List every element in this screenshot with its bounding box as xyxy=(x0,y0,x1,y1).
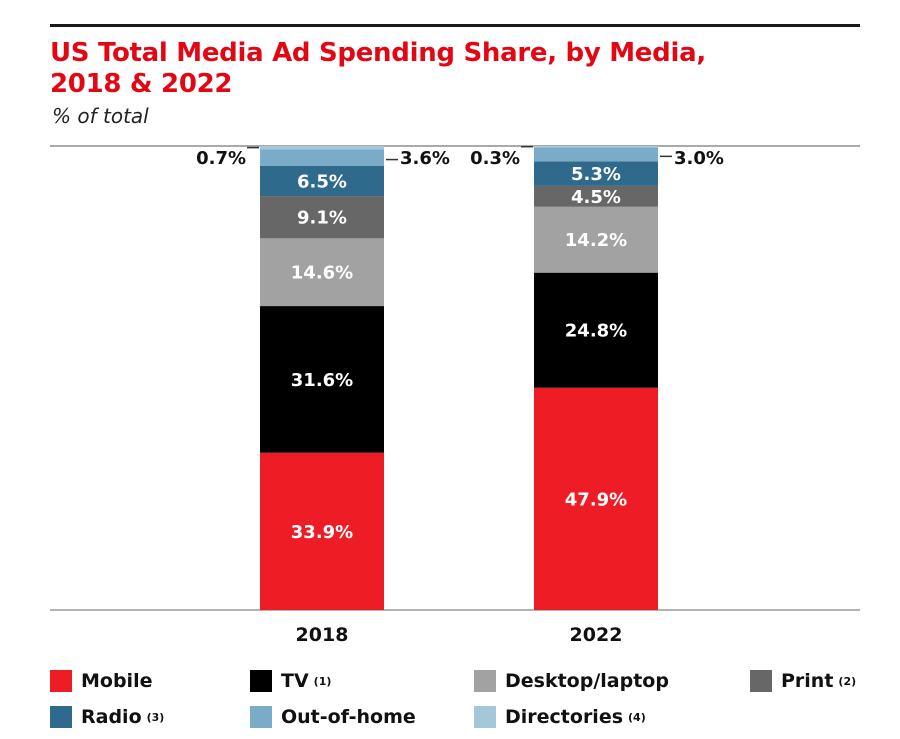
legend-swatch-tv xyxy=(250,670,272,692)
bar-segment-out-of-home-2018 xyxy=(260,149,384,166)
bar-segment-tv-2018 xyxy=(260,306,384,453)
bar-segment-mobile-2018 xyxy=(260,452,384,610)
data-label-radio-2022: 5.3% xyxy=(571,164,621,185)
bar-segment-radio-2018 xyxy=(260,165,384,197)
legend-swatch-mobile xyxy=(50,670,72,692)
legend-swatch-out-of-home xyxy=(250,706,272,728)
legend-item-radio: Radio (3) xyxy=(50,706,250,728)
bar-segment-desktop-laptop-2018 xyxy=(260,238,384,307)
legend-item-print: Print (2) xyxy=(750,670,856,692)
data-label-tv-2018: 31.6% xyxy=(291,370,353,391)
bar-segment-radio-2022 xyxy=(534,161,658,186)
chart-title-line-2: 2018 & 2022 xyxy=(50,69,233,99)
bar-segment-mobile-2022 xyxy=(534,387,658,610)
legend-label-directories: Directories xyxy=(505,706,624,728)
legend-item-out-of-home: Out-of-home xyxy=(250,706,474,728)
legend-label-print: Print xyxy=(781,670,834,692)
top-rule xyxy=(50,24,860,27)
legend-label-out-of-home: Out-of-home xyxy=(281,706,416,728)
chart-subtitle: % of total xyxy=(52,104,149,128)
data-label-print-2018: 9.1% xyxy=(297,208,347,229)
legend-swatch-print xyxy=(750,670,772,692)
data-label-directories-2018: 0.7% xyxy=(196,148,246,169)
bar-segment-out-of-home-2022 xyxy=(534,147,658,162)
bar-segment-desktop-laptop-2022 xyxy=(534,206,658,273)
stacked-bar-chart: 33.9% 31.6% 14.6% 9.1% 6.5% 3.6% 0.7% 2018 47.9%… xyxy=(50,145,860,646)
legend-label-radio: Radio xyxy=(81,706,142,728)
data-label-out-of-home-2018: 3.6% xyxy=(400,148,450,169)
legend-row-1: Mobile TV (1) Desktop/laptop Print (2) xyxy=(50,663,870,699)
data-label-desktop-laptop-2018: 14.6% xyxy=(291,263,353,284)
data-label-print-2022: 4.5% xyxy=(571,187,621,208)
legend: Mobile TV (1) Desktop/laptop Print (2) R… xyxy=(50,663,870,735)
legend-note-directories: (4) xyxy=(628,710,646,724)
legend-note-tv: (1) xyxy=(313,674,332,688)
chart-title-line-1: US Total Media Ad Spending Share, by Med… xyxy=(50,38,706,68)
legend-item-desktop-laptop: Desktop/laptop xyxy=(474,670,750,692)
data-label-radio-2018: 6.5% xyxy=(297,172,347,193)
legend-note-radio: (3) xyxy=(146,710,165,724)
category-label-2018: 2018 xyxy=(296,624,349,646)
bar-segment-print-2018 xyxy=(260,196,384,239)
legend-swatch-radio xyxy=(50,706,72,728)
legend-swatch-directories xyxy=(474,706,496,728)
legend-item-mobile: Mobile xyxy=(50,670,250,692)
bar-segment-directories-2018 xyxy=(260,146,384,150)
legend-row-2: Radio (3) Out-of-home Directories (4) xyxy=(50,699,870,735)
data-label-directories-2022: 0.3% xyxy=(470,148,520,169)
legend-label-desktop-laptop: Desktop/laptop xyxy=(505,670,669,692)
bar-segment-tv-2022 xyxy=(534,272,658,388)
chart-title: US Total Media Ad Spending Share, by Med… xyxy=(50,38,850,100)
legend-item-directories: Directories (4) xyxy=(474,706,750,728)
data-label-desktop-laptop-2022: 14.2% xyxy=(565,230,627,251)
bar-segment-print-2022 xyxy=(534,185,658,207)
bar-segment-directories-2022 xyxy=(534,146,658,148)
data-label-tv-2022: 24.8% xyxy=(565,321,627,342)
legend-note-print: (2) xyxy=(838,674,857,688)
legend-item-tv: TV (1) xyxy=(250,670,474,692)
data-label-mobile-2018: 33.9% xyxy=(291,522,353,543)
legend-label-tv: TV xyxy=(281,670,309,692)
legend-swatch-desktop-laptop xyxy=(474,670,496,692)
category-label-2022: 2022 xyxy=(570,624,623,646)
data-label-out-of-home-2022: 3.0% xyxy=(674,148,724,169)
legend-label-mobile: Mobile xyxy=(81,670,153,692)
data-label-mobile-2022: 47.9% xyxy=(565,489,627,510)
